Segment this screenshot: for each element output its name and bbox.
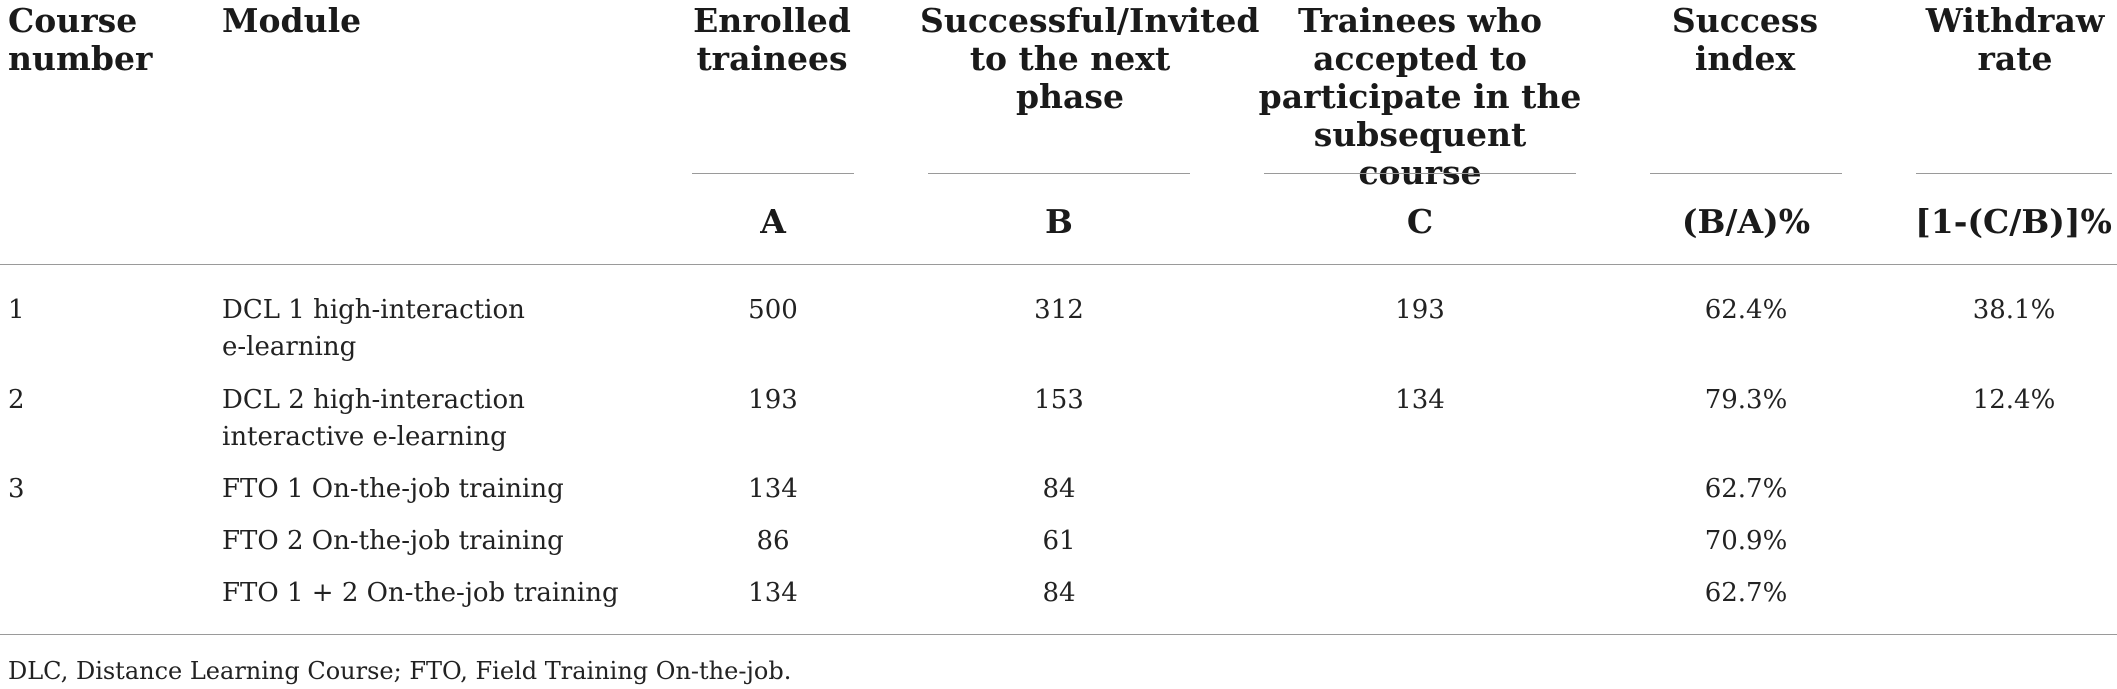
row-4-b: 61 <box>1042 526 1076 556</box>
header-withdraw-rate: Withdraw rate <box>1915 2 2115 78</box>
row-1-withdraw: 38.1% <box>1972 295 2056 325</box>
row-1-module-line: DCL 1 high-interaction <box>222 295 525 325</box>
row-3-course: 3 <box>8 474 25 504</box>
header-rule-successful <box>928 173 1190 174</box>
table-bottom-rule <box>0 634 2117 635</box>
row-3-a: 134 <box>748 474 798 504</box>
header-accepted-line: accepted to <box>1313 39 1527 78</box>
header-accepted-line: Trainees who <box>1298 1 1542 40</box>
header-withdraw-rate-line: Withdraw <box>1925 1 2105 40</box>
header-enrolled: Enrolled trainees <box>692 2 852 78</box>
header-rule-success-index <box>1650 173 1842 174</box>
row-1-module-line: e-learning <box>222 332 357 362</box>
row-1-b: 312 <box>1034 295 1084 325</box>
row-3-module: FTO 1 On-the-job training <box>222 474 564 504</box>
row-1-module: DCL 1 high-interaction e-learning <box>222 292 525 366</box>
subheader-a: A <box>760 202 786 241</box>
header-course-number-line: Course <box>8 1 138 40</box>
subheader-withdraw-formula: [1-(C/B)]% <box>1915 202 2112 241</box>
header-withdraw-rate-line: rate <box>1977 39 2053 78</box>
header-rule-enrolled <box>692 173 854 174</box>
header-accepted: Trainees who accepted to participate in … <box>1250 2 1590 192</box>
header-enrolled-line: trainees <box>696 39 848 78</box>
header-accepted-line: participate in the <box>1258 77 1582 116</box>
row-1-course: 1 <box>8 295 25 325</box>
row-2-module-line: DCL 2 high-interaction <box>222 385 525 415</box>
subheader-success-formula: (B/A)% <box>1681 202 1811 241</box>
row-2-course: 2 <box>8 385 25 415</box>
header-successful-line: Successful/Invited <box>920 1 1260 40</box>
header-accepted-line: subsequent course <box>1313 115 1527 192</box>
row-3-success: 62.7% <box>1704 474 1788 504</box>
row-4-a: 86 <box>756 526 790 556</box>
row-4-success: 70.9% <box>1704 526 1788 556</box>
row-2-a: 193 <box>748 385 798 415</box>
header-success-index: Success index <box>1650 2 1840 78</box>
header-bottom-rule <box>0 264 2117 265</box>
header-rule-withdraw-rate <box>1916 173 2112 174</box>
row-2-c: 134 <box>1395 385 1445 415</box>
row-2-success: 79.3% <box>1704 385 1788 415</box>
row-2-withdraw: 12.4% <box>1972 385 2056 415</box>
header-successful: Successful/Invited to the next phase <box>920 1 1260 116</box>
row-2-module-line: interactive e-learning <box>222 422 507 452</box>
row-5-b: 84 <box>1042 578 1076 608</box>
row-1-c: 193 <box>1395 295 1445 325</box>
header-enrolled-line: Enrolled <box>693 1 851 40</box>
header-successful-line: to the next phase <box>969 39 1171 116</box>
row-5-a: 134 <box>748 578 798 608</box>
row-3-b: 84 <box>1042 474 1076 504</box>
row-2-module: DCL 2 high-interaction interactive e-lea… <box>222 382 525 456</box>
header-rule-accepted <box>1264 173 1576 174</box>
row-2-b: 153 <box>1034 385 1084 415</box>
table-footnote: DLC, Distance Learning Course; FTO, Fiel… <box>8 657 792 685</box>
row-1-a: 500 <box>748 295 798 325</box>
subheader-c: C <box>1406 202 1434 241</box>
header-success-index-line: index <box>1694 39 1796 78</box>
row-1-success: 62.4% <box>1704 295 1788 325</box>
header-success-index-line: Success <box>1671 1 1819 40</box>
row-5-module: FTO 1 + 2 On-the-job training <box>222 578 619 608</box>
header-course-number: Course number <box>8 2 152 78</box>
header-module: Module <box>222 1 362 40</box>
subheader-b: B <box>1045 202 1073 241</box>
header-course-number-line: number <box>8 39 153 78</box>
row-5-success: 62.7% <box>1704 578 1788 608</box>
row-4-module: FTO 2 On-the-job training <box>222 526 564 556</box>
